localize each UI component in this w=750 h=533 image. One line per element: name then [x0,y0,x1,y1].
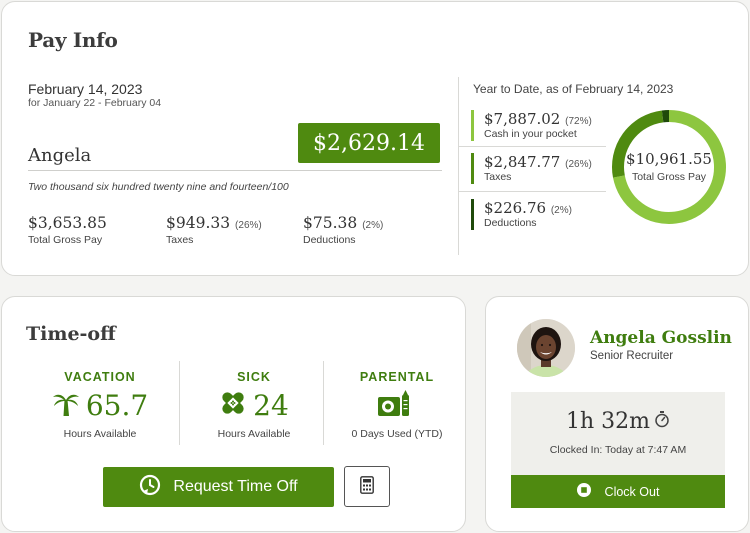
request-time-off-label: Request Time Off [173,478,298,495]
amount-in-words: Two thousand six hundred twenty nine and… [28,181,289,193]
summary-label: Deductions [303,234,356,246]
time-off-divider [179,361,180,445]
donut-center: $10,961.55 Total Gross Pay [611,150,727,183]
pay-divider [458,77,459,255]
time-off-value: 24 [253,388,289,422]
time-off-divider [323,361,324,445]
summary-value: $3,653.85 [28,214,107,232]
time-off-sick: SICK 24 Hours Available [186,370,322,440]
time-off-heading: SICK [237,370,271,384]
time-off-heading: PARENTAL [359,370,435,384]
ytd-label: Cash in your pocket [484,128,577,140]
clock-arrow-icon [139,474,161,501]
stop-icon [576,483,591,500]
time-off-vacation: VACATION 65.7 Hours Available [32,370,168,440]
clock-out-label: Clock Out [604,484,660,499]
time-off-caption: 0 Days Used (YTD) [351,428,443,440]
clock-status: Clocked In: Today at 7:47 AM [549,444,687,456]
pay-period: for January 22 - February 04 [28,97,162,109]
clock-elapsed-time: 1h 32m [565,409,650,434]
time-off-caption: Hours Available [217,428,291,440]
pay-employee-name: Angela [28,145,92,166]
ytd-color-bar [471,153,474,184]
donut-segment-cash [613,110,726,224]
ytd-percent: (72%) [565,116,592,127]
pay-info-title: Pay Info [28,28,118,52]
ytd-value: $2,847.77 [484,153,561,171]
time-off-caption: Hours Available [63,428,137,440]
time-off-title: Time-off [26,323,116,345]
ytd-color-bar [471,199,474,230]
clock-panel: 1h 32m Clocked In: Today at 7:47 AM [511,392,725,476]
ytd-color-bar [471,110,474,141]
ytd-percent: (2%) [550,205,572,216]
clock-out-button[interactable]: Clock Out [511,475,725,508]
time-off-parental: PARENTAL 0 Days Used (YTD) [329,370,465,440]
ytd-item-deductions: $226.76 (2%) Deductions [471,199,607,233]
request-time-off-button[interactable]: Request Time Off [103,467,334,507]
ytd-value: $7,887.02 [484,110,561,128]
avatar [517,319,575,377]
summary-percent: (26%) [235,220,262,231]
pay-info-card: Pay Info February 14, 2023 for January 2… [1,1,749,276]
ytd-title: Year to Date, as of February 14, 2023 [473,82,674,96]
summary-value: $949.33 [166,214,231,232]
ytd-item-taxes: $2,847.77 (26%) Taxes [471,153,607,187]
profile-name: Angela Gosslin [590,328,732,348]
ytd-separator [458,146,606,147]
calculator-icon [360,476,374,497]
ytd-label: Taxes [484,171,512,183]
profile-role: Senior Recruiter [590,350,674,362]
ytd-donut-chart [612,110,726,224]
summary-label: Taxes [166,234,194,246]
time-off-value: 65.7 [85,388,149,422]
ytd-value: $226.76 [484,199,547,217]
summary-gross-pay: $3,653.85 Total Gross Pay [28,214,107,246]
time-off-heading: VACATION [64,370,136,384]
summary-value: $75.38 [303,214,358,232]
ytd-item-cash: $7,887.02 (72%) Cash in your pocket [471,110,607,144]
profile-card: Angela Gosslin Senior Recruiter 1h 32m C… [485,296,749,532]
ytd-label: Deductions [484,217,537,229]
summary-taxes: $949.33 (26%) Taxes [166,214,262,246]
pay-date: February 14, 2023 [28,81,143,97]
calculator-button[interactable] [344,466,390,507]
summary-deductions: $75.38 (2%) Deductions [303,214,383,246]
time-off-card: Time-off VACATION 65.7 Hours Available S… [1,296,466,532]
donut-total: $10,961.55 [626,150,712,168]
summary-percent: (2%) [362,220,384,231]
net-pay-amount: $2,629.14 [298,123,440,163]
baby-bottle-icon [377,389,411,422]
summary-label: Total Gross Pay [28,234,103,246]
stopwatch-icon [654,410,670,433]
donut-total-label: Total Gross Pay [631,171,707,183]
bandage-icon [219,389,247,422]
ytd-separator [458,191,606,192]
palm-tree-icon [52,389,80,422]
check-name-line [28,170,442,171]
ytd-percent: (26%) [565,159,592,170]
donut-segment-taxes [612,110,664,178]
